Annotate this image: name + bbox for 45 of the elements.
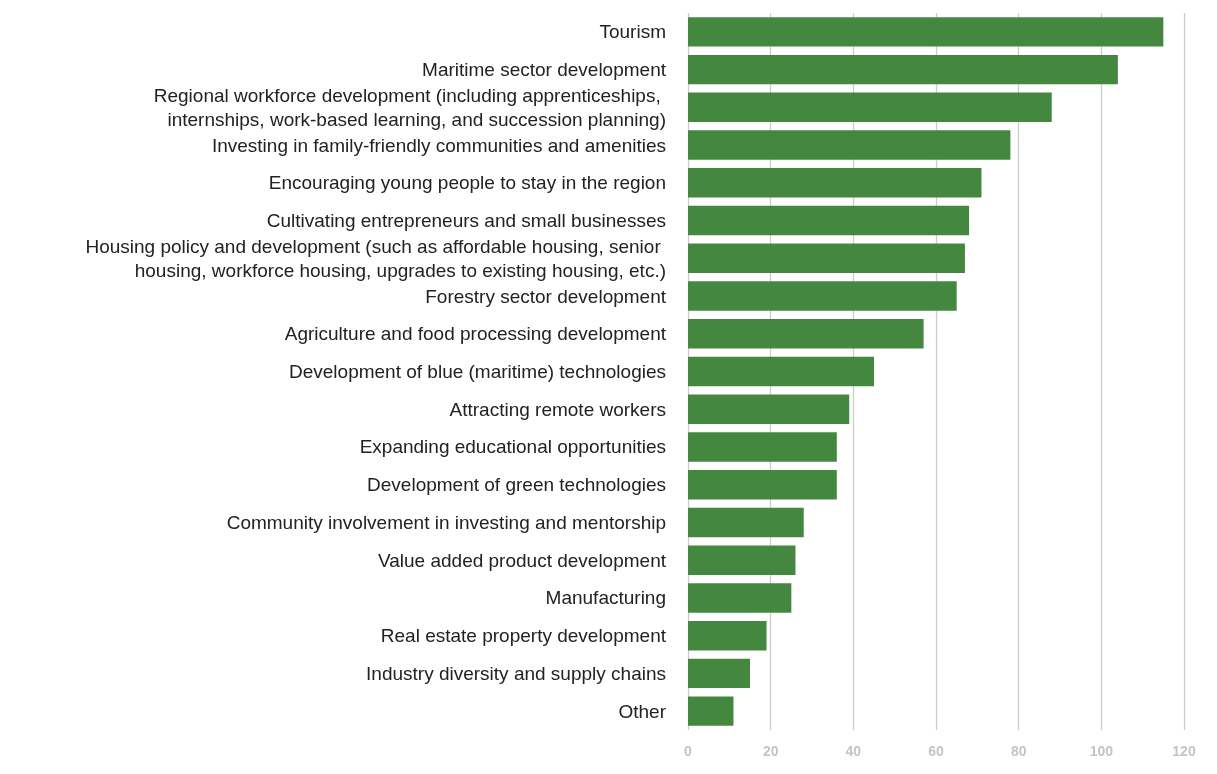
y-tick-label: Cultivating entrepreneurs and small businesses	[266, 210, 666, 232]
x-tick-label: 100	[1089, 743, 1114, 759]
y-tick-label: Maritime sector development	[422, 59, 667, 81]
x-tick-label: 0	[684, 743, 693, 759]
bar	[688, 394, 850, 424]
bar	[688, 54, 1118, 85]
y-tick-label: Encouraging young people to stay in the region	[268, 172, 666, 194]
bar	[688, 432, 837, 462]
y-tick-label: Real estate property development	[380, 625, 667, 647]
y-tick-label: Agriculture and food processing development	[284, 323, 667, 345]
y-tick-label: Attracting remote workers	[449, 398, 666, 420]
bar	[688, 17, 1164, 47]
y-tick-label: Development of blue (maritime) technologies	[288, 361, 666, 382]
bar	[688, 583, 792, 613]
x-tick-label: 80	[1010, 743, 1027, 759]
bar	[688, 620, 767, 651]
x-tick-label: 20	[762, 743, 779, 759]
y-tick-label: Value added product development	[377, 549, 667, 571]
bar	[688, 281, 957, 311]
bar	[688, 92, 1052, 123]
y-tick-label: Community involvement in investing and mentorship	[226, 511, 666, 533]
bar	[688, 130, 1011, 160]
x-tick-label: 120	[1172, 743, 1196, 759]
y-tick-label: Housing policy and development (such as affordable housing, senior housing, workforce housing, upgrades to existing housing, etc.)	[85, 235, 666, 281]
y-tick-label: Regional workforce development (including apprenticeships, internships, work-based learning, and succession planning)	[153, 84, 666, 130]
x-tick-label: 60	[928, 743, 944, 759]
bar	[688, 545, 796, 575]
bar	[688, 658, 750, 689]
y-tick-label: Tourism	[599, 21, 666, 43]
bar	[688, 507, 804, 538]
bar	[688, 243, 965, 274]
y-tick-label: Development of green technologies	[367, 474, 666, 496]
y-tick-label: Industry diversity and supply chains	[366, 662, 666, 684]
bar	[688, 356, 874, 387]
bar	[688, 205, 970, 236]
y-tick-label: Expanding educational opportunities	[359, 436, 666, 458]
y-tick-label: Forestry sector development	[425, 285, 667, 307]
bar	[688, 696, 734, 726]
bar	[688, 168, 982, 198]
y-tick-label: Other	[618, 700, 667, 722]
bar	[688, 469, 837, 500]
y-tick-label: Manufacturing	[545, 587, 666, 609]
y-tick-label: Investing in family-friendly communities and amenities	[211, 134, 666, 156]
x-tick-label: 40	[845, 743, 862, 759]
bar	[688, 319, 924, 349]
